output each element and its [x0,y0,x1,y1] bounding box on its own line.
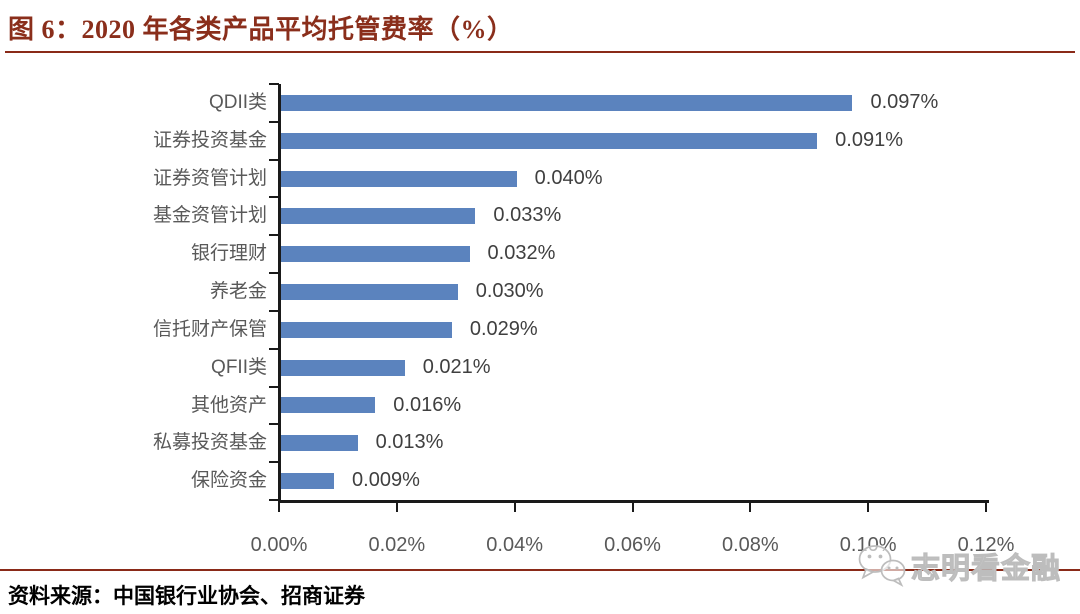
bar [281,246,470,263]
figure-title: 图 6：2020 年各类产品平均托管费率（%） [8,15,514,44]
category-label: 其他资产 [190,394,267,416]
bar [281,132,818,149]
x-tick-label: 0.00% [250,534,308,556]
wechat-icon [858,545,906,588]
x-tick-label: 0.02% [368,534,426,556]
category-label: 养老金 [209,281,267,303]
value-label: 0.009% [352,469,420,492]
value-label: 0.097% [870,91,939,113]
bar [281,473,335,490]
x-tick-label: 0.08% [721,534,779,556]
y-axis-tick [269,347,279,350]
y-axis-line [278,84,281,503]
y-axis-tick [269,385,279,388]
value-label: 0.013% [375,431,444,454]
bar [281,435,358,452]
category-label: 信托财产保管 [152,318,267,340]
bar [281,170,517,187]
category-label: 保险资金 [190,470,267,492]
watermark-text: 志明看金融 [910,552,1062,585]
x-tick-label: 0.06% [604,534,661,556]
x-tick-label: 0.12% [957,534,1015,556]
category-label: 证券资管计划 [152,167,267,189]
source-text: 资料来源：中国银行业协会、招商证券 [8,585,365,608]
y-axis-tick [269,461,279,464]
x-axis-tick [749,503,752,512]
category-label: 私募投资基金 [152,432,267,454]
value-label: 0.033% [493,204,562,227]
y-axis-tick [269,423,279,426]
x-axis-line [278,500,989,503]
y-axis-tick [269,499,279,501]
value-label: 0.040% [534,166,603,189]
x-axis-tick [867,503,870,512]
value-label: 0.021% [422,355,491,378]
bar [281,321,452,338]
title-divider [5,51,1075,53]
x-axis-tick [631,503,634,512]
watermark: 志明看金融 [856,543,1061,588]
category-label: QDII类 [208,92,267,113]
value-label: 0.032% [487,242,556,265]
value-label: 0.030% [475,280,544,303]
value-label: 0.016% [393,393,462,416]
category-label: 银行理财 [190,243,267,265]
y-axis-tick [269,120,279,123]
y-axis-tick [269,158,279,161]
category-label: QFII类 [211,356,267,378]
x-axis-tick [985,503,987,512]
category-label: 证券投资基金 [152,129,267,151]
y-axis-tick [269,234,279,237]
y-axis-tick [269,309,279,312]
value-label: 0.091% [835,128,903,151]
y-axis-tick [269,83,279,85]
y-axis-tick [269,196,279,199]
category-label: 基金资管计划 [152,205,267,227]
bar [281,284,458,300]
y-axis-tick [269,272,279,275]
value-label: 0.029% [469,317,538,340]
x-axis-tick [513,503,516,512]
bar [281,397,376,414]
footer-divider [0,569,1080,571]
x-axis-tick [278,503,280,512]
x-tick-label: 0.04% [486,534,544,556]
x-axis-tick [395,503,398,512]
bar [281,208,476,225]
bar [281,94,853,111]
bar [281,359,405,376]
